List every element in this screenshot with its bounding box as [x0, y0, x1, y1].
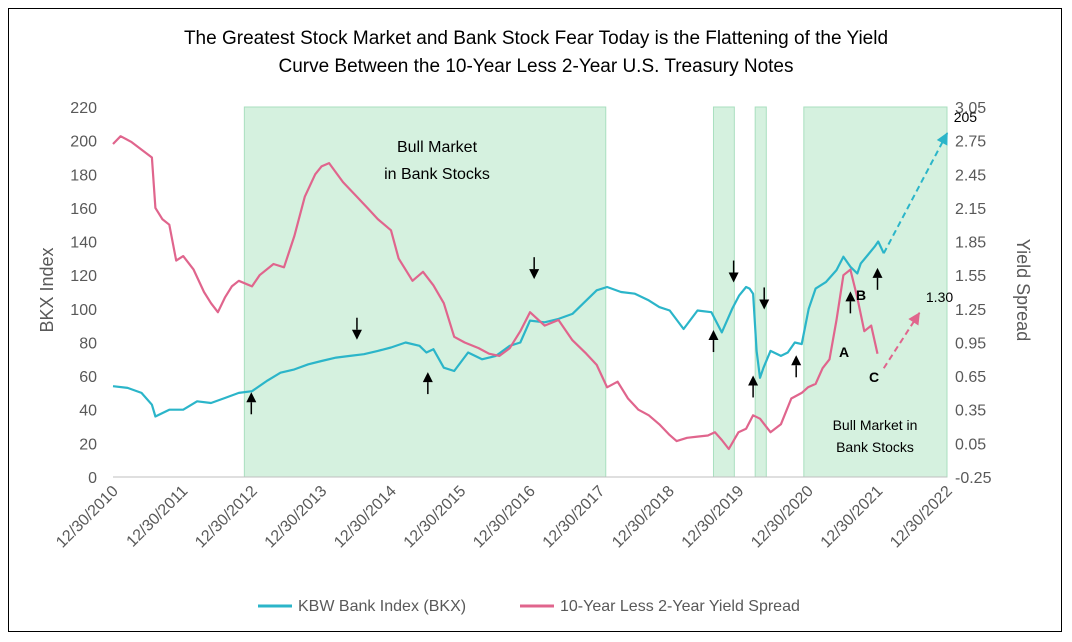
x-tick-label: 12/30/2022: [887, 483, 956, 552]
annotation-arrow-0: [246, 392, 257, 415]
shaded-region-1: [712, 106, 735, 478]
right-axis-title: Yield Spread: [1013, 239, 1033, 341]
left-tick-label: 160: [70, 201, 97, 218]
annotation-arrow-2: [422, 372, 433, 395]
left-tick-label: 200: [70, 134, 97, 151]
legend: KBW Bank Index (BKX) 10-Year Less 2-Year…: [258, 598, 800, 615]
annotation-arrow-4: [708, 330, 719, 353]
right-tick-label: 1.55: [955, 268, 986, 285]
left-tick-label: 40: [79, 403, 97, 420]
right-tick-label: 2.45: [955, 167, 986, 184]
left-tick-label: 180: [70, 167, 97, 184]
projections: 205 1.30: [882, 109, 978, 369]
left-tick-label: 20: [79, 436, 97, 453]
bull-market-label-2-line1: Bull Market in: [833, 417, 918, 433]
projection-label-0: 205: [954, 109, 978, 125]
right-tick-label: 0.95: [955, 335, 986, 352]
point-label-c: C: [869, 369, 879, 385]
left-tick-label: 140: [70, 235, 97, 252]
annotation-arrow-6: [748, 375, 759, 398]
right-tick-label: 1.85: [955, 235, 986, 252]
annotation-arrow-5: [728, 260, 739, 283]
right-tick-label: 0.65: [955, 369, 986, 386]
projection-arrowhead-1: [908, 312, 920, 326]
annotation-arrow-10: [872, 267, 883, 290]
left-tick-label: 60: [79, 369, 97, 386]
right-tick-label: 2.75: [955, 134, 986, 151]
x-tick-label: 12/30/2012: [192, 483, 261, 552]
left-tick-label: 100: [70, 302, 97, 319]
right-tick-label: 1.25: [955, 302, 986, 319]
shaded-region-0: [243, 106, 607, 478]
x-tick-label: 12/30/2014: [331, 483, 400, 552]
x-tick-label: 12/30/2013: [262, 483, 331, 552]
x-tick-label: 12/30/2015: [401, 483, 470, 552]
right-tick-label: 0.35: [955, 403, 986, 420]
bull-market-label-1-line1: Bull Market: [397, 139, 478, 156]
left-tick-label: 80: [79, 335, 97, 352]
left-axis-title: BKX Index: [37, 247, 57, 332]
left-tick-label: 0: [88, 470, 97, 487]
right-tick-label: -0.25: [955, 470, 992, 487]
left-tick-label: 120: [70, 268, 97, 285]
point-label-b: B: [856, 287, 866, 303]
x-tick-label: 12/30/2020: [748, 483, 817, 552]
point-label-a: A: [839, 344, 849, 360]
x-tick-label: 12/30/2018: [609, 483, 678, 552]
legend-label-bkx: KBW Bank Index (BKX): [298, 598, 466, 615]
series-line-0: [112, 240, 885, 418]
annotation-arrow-9: [845, 291, 856, 314]
x-tick-label: 12/30/2011: [124, 483, 192, 551]
x-tick-label: 12/30/2017: [540, 483, 609, 552]
shaded-regions: [243, 106, 948, 478]
right-axis-ticks: -0.25 0.05 0.35 0.65 0.95 1.25 1.55 1.85 2.15 2.4…: [955, 100, 992, 487]
annotation-arrow-1: [351, 317, 362, 340]
projection-arrowhead-0: [936, 132, 948, 146]
series-lines: [112, 135, 885, 451]
x-tick-label: 12/30/2016: [470, 483, 539, 552]
x-tick-label: 12/30/2021: [818, 483, 887, 552]
right-tick-label: 0.05: [955, 436, 986, 453]
chart-title-line1: The Greatest Stock Market and Bank Stock…: [184, 28, 888, 49]
x-tick-label: 12/30/2010: [53, 483, 122, 552]
chart-title-line2: Curve Between the 10-Year Less 2-Year U.…: [278, 56, 793, 77]
right-tick-label: 3.05: [955, 100, 986, 117]
projection-label-1: 1.30: [926, 289, 953, 305]
right-tick-label: 2.15: [955, 201, 986, 218]
bull-market-label-2-line2: Bank Stocks: [836, 439, 914, 455]
left-axis-ticks: 0 20 40 60 80 100 120 140 160 180 200 220: [70, 100, 97, 487]
x-axis-ticks: 12/30/2010 12/30/2011 12/30/2012 12/30/2013…: [53, 483, 956, 552]
bull-market-label-1-line2: in Bank Stocks: [384, 166, 490, 183]
x-tick-label: 12/30/2019: [679, 483, 748, 552]
legend-label-spread: 10-Year Less 2-Year Yield Spread: [560, 598, 800, 615]
shaded-region-3: [803, 106, 948, 478]
left-tick-label: 220: [70, 100, 97, 117]
series-line-1: [112, 135, 879, 451]
annotation-arrow-3: [529, 257, 540, 280]
annotation-arrow-7: [759, 287, 770, 310]
annotation-arrow-8: [791, 355, 802, 378]
annotation-arrows: [246, 257, 883, 415]
projection-line-0: [882, 131, 949, 254]
